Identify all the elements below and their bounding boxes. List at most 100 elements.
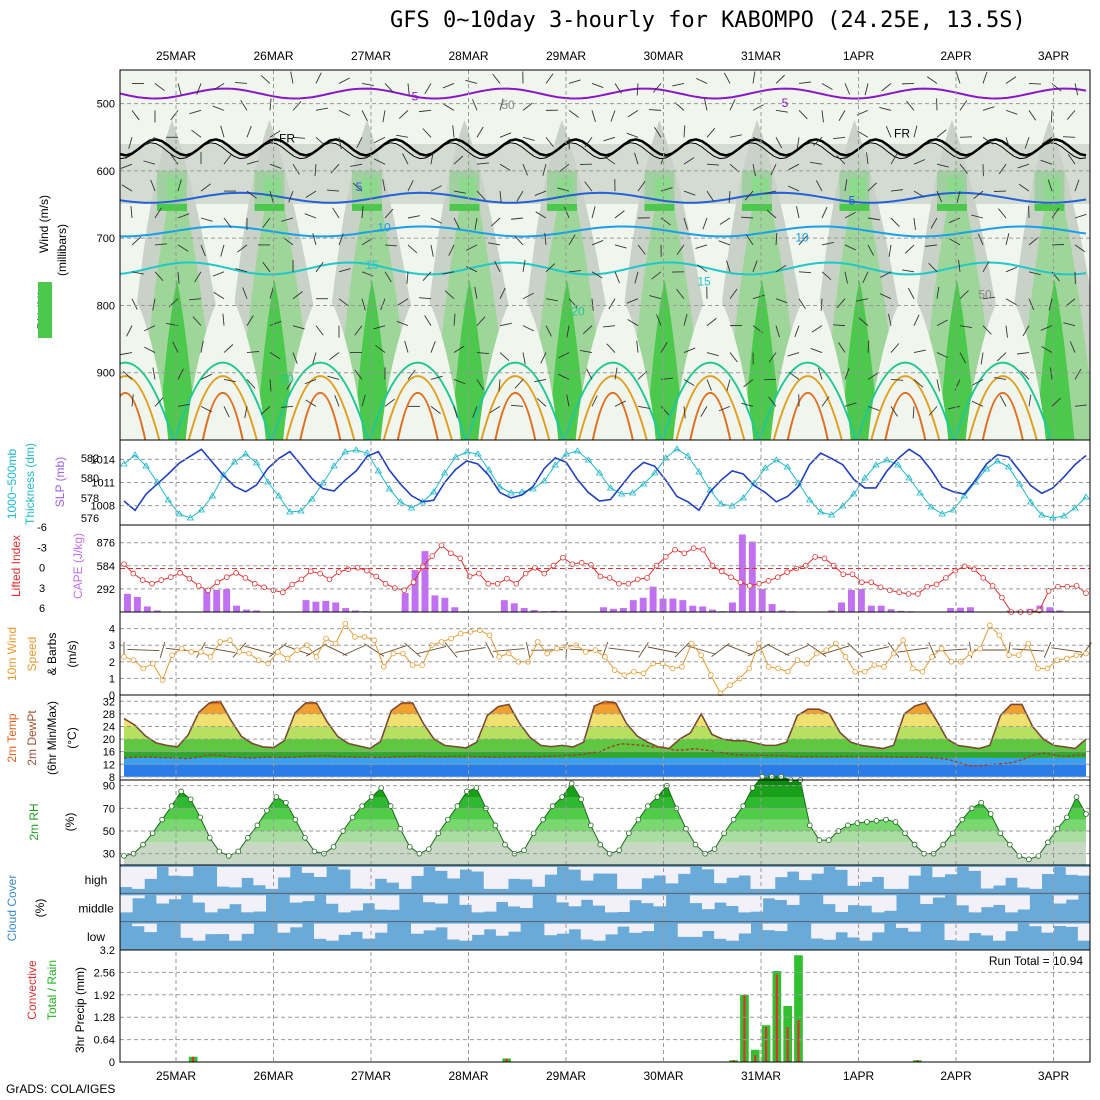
thickness-point [142,462,150,469]
cloud-gap [204,923,218,935]
chart-title: GFS 0~10day 3-hourly for KABOMPO (24.25E… [390,8,1026,33]
wind-barb [880,271,892,278]
isotherm-25 [120,375,161,440]
lifted-index-point [662,554,669,560]
date-label-bottom: 2APR [940,1069,972,1083]
wind-barb [718,405,731,412]
wind-barb [568,298,578,308]
wind-barb [516,190,524,202]
wind-barb [580,350,593,353]
cape-bar [342,608,350,612]
wind-barb [798,235,808,246]
wind-barb [189,109,202,115]
wind-barb [879,293,892,300]
wind-tick: 2 [109,657,115,669]
wind-barb [177,244,189,252]
wind-barb [683,217,688,230]
rh-dry-pocket [868,290,949,440]
isotherm-30 [120,391,147,440]
wind-barb [890,189,903,192]
cloud-gap [398,867,412,889]
wind-barb [382,179,386,192]
wind-barb [844,244,857,251]
wind-barb [453,345,465,353]
wind-barb [811,325,823,333]
cloud-gap [411,923,424,934]
cape-bar [768,604,776,612]
wind-barb [329,352,340,361]
cloud-gap [738,923,751,934]
cloud-gap [362,923,376,939]
wind-speed-point [996,632,1003,639]
wind-barb [522,136,535,141]
wind-barb [1005,266,1018,273]
wind-barb [568,234,576,246]
wind-barb [545,73,554,84]
wind-barb [338,298,349,307]
precip-tick: 3.2 [100,945,115,957]
cloud-gap [956,923,970,941]
cape-bar [857,589,865,612]
date-label-top: 28MAR [448,49,488,63]
lifted-index-point [466,573,473,580]
cape-bar [322,600,330,612]
wind-barb [821,110,824,123]
isotherm-20 [856,361,955,440]
lifted-index-point [1073,583,1080,589]
wind-barb [982,71,988,84]
cloud-gap [993,895,1006,905]
wind-barb [729,352,738,363]
cloud-gap [253,867,266,886]
cape-bar [649,586,657,612]
wind-barb [1020,370,1030,380]
wind-barb [857,130,869,138]
date-label-bottom: 28MAR [448,1069,488,1083]
wind-barb [913,190,925,198]
wind-barb [442,271,455,275]
wind-barb [881,83,892,92]
isotherm-5 [120,191,1087,204]
wind-barb [246,160,259,165]
cape-bar [352,610,360,612]
rh-point [987,811,994,817]
thickness-point [861,474,869,481]
isotherm-25 [285,375,356,440]
cloud-gap [932,895,945,898]
thickness-point [905,474,913,481]
isotherm-10 [120,225,1087,238]
wind-barb [361,394,366,407]
lifted-index-point [606,575,613,581]
wind-barb [242,287,248,299]
cloud-gap [471,867,485,872]
cloud-gap [180,867,194,877]
cape-bar [312,601,320,612]
wind-speed-point [775,665,781,672]
wind-barb [292,163,300,175]
isotherm-20 [120,361,175,440]
wind-barb [926,76,938,84]
wind-barb [407,180,414,192]
wind-barb [821,83,833,90]
cloud-gap [495,895,509,902]
rh-point [597,841,604,848]
freezing-level-line [120,138,1087,157]
wind-barb [719,217,731,225]
ylabel-cloud-cover: Cloud Cover [5,875,19,942]
wind-barb [636,340,639,353]
wind-barb [856,298,869,302]
cloud-gap [980,923,994,936]
wind-speed-point [631,668,637,675]
precip-convective-bar [797,1020,800,1062]
wind-speed-point [852,668,858,675]
wind-barb [334,394,340,407]
wind-barb [959,100,968,111]
wind-barb [212,105,225,111]
wind-barb-10m [342,644,367,656]
cloud-gap [799,867,812,881]
cloud-gap [592,867,606,874]
cloud-gap [592,923,606,941]
cape-bar [510,603,518,612]
rh-point [1035,853,1042,859]
wind-barb [676,244,685,255]
rh-dry-pocket [380,290,461,440]
